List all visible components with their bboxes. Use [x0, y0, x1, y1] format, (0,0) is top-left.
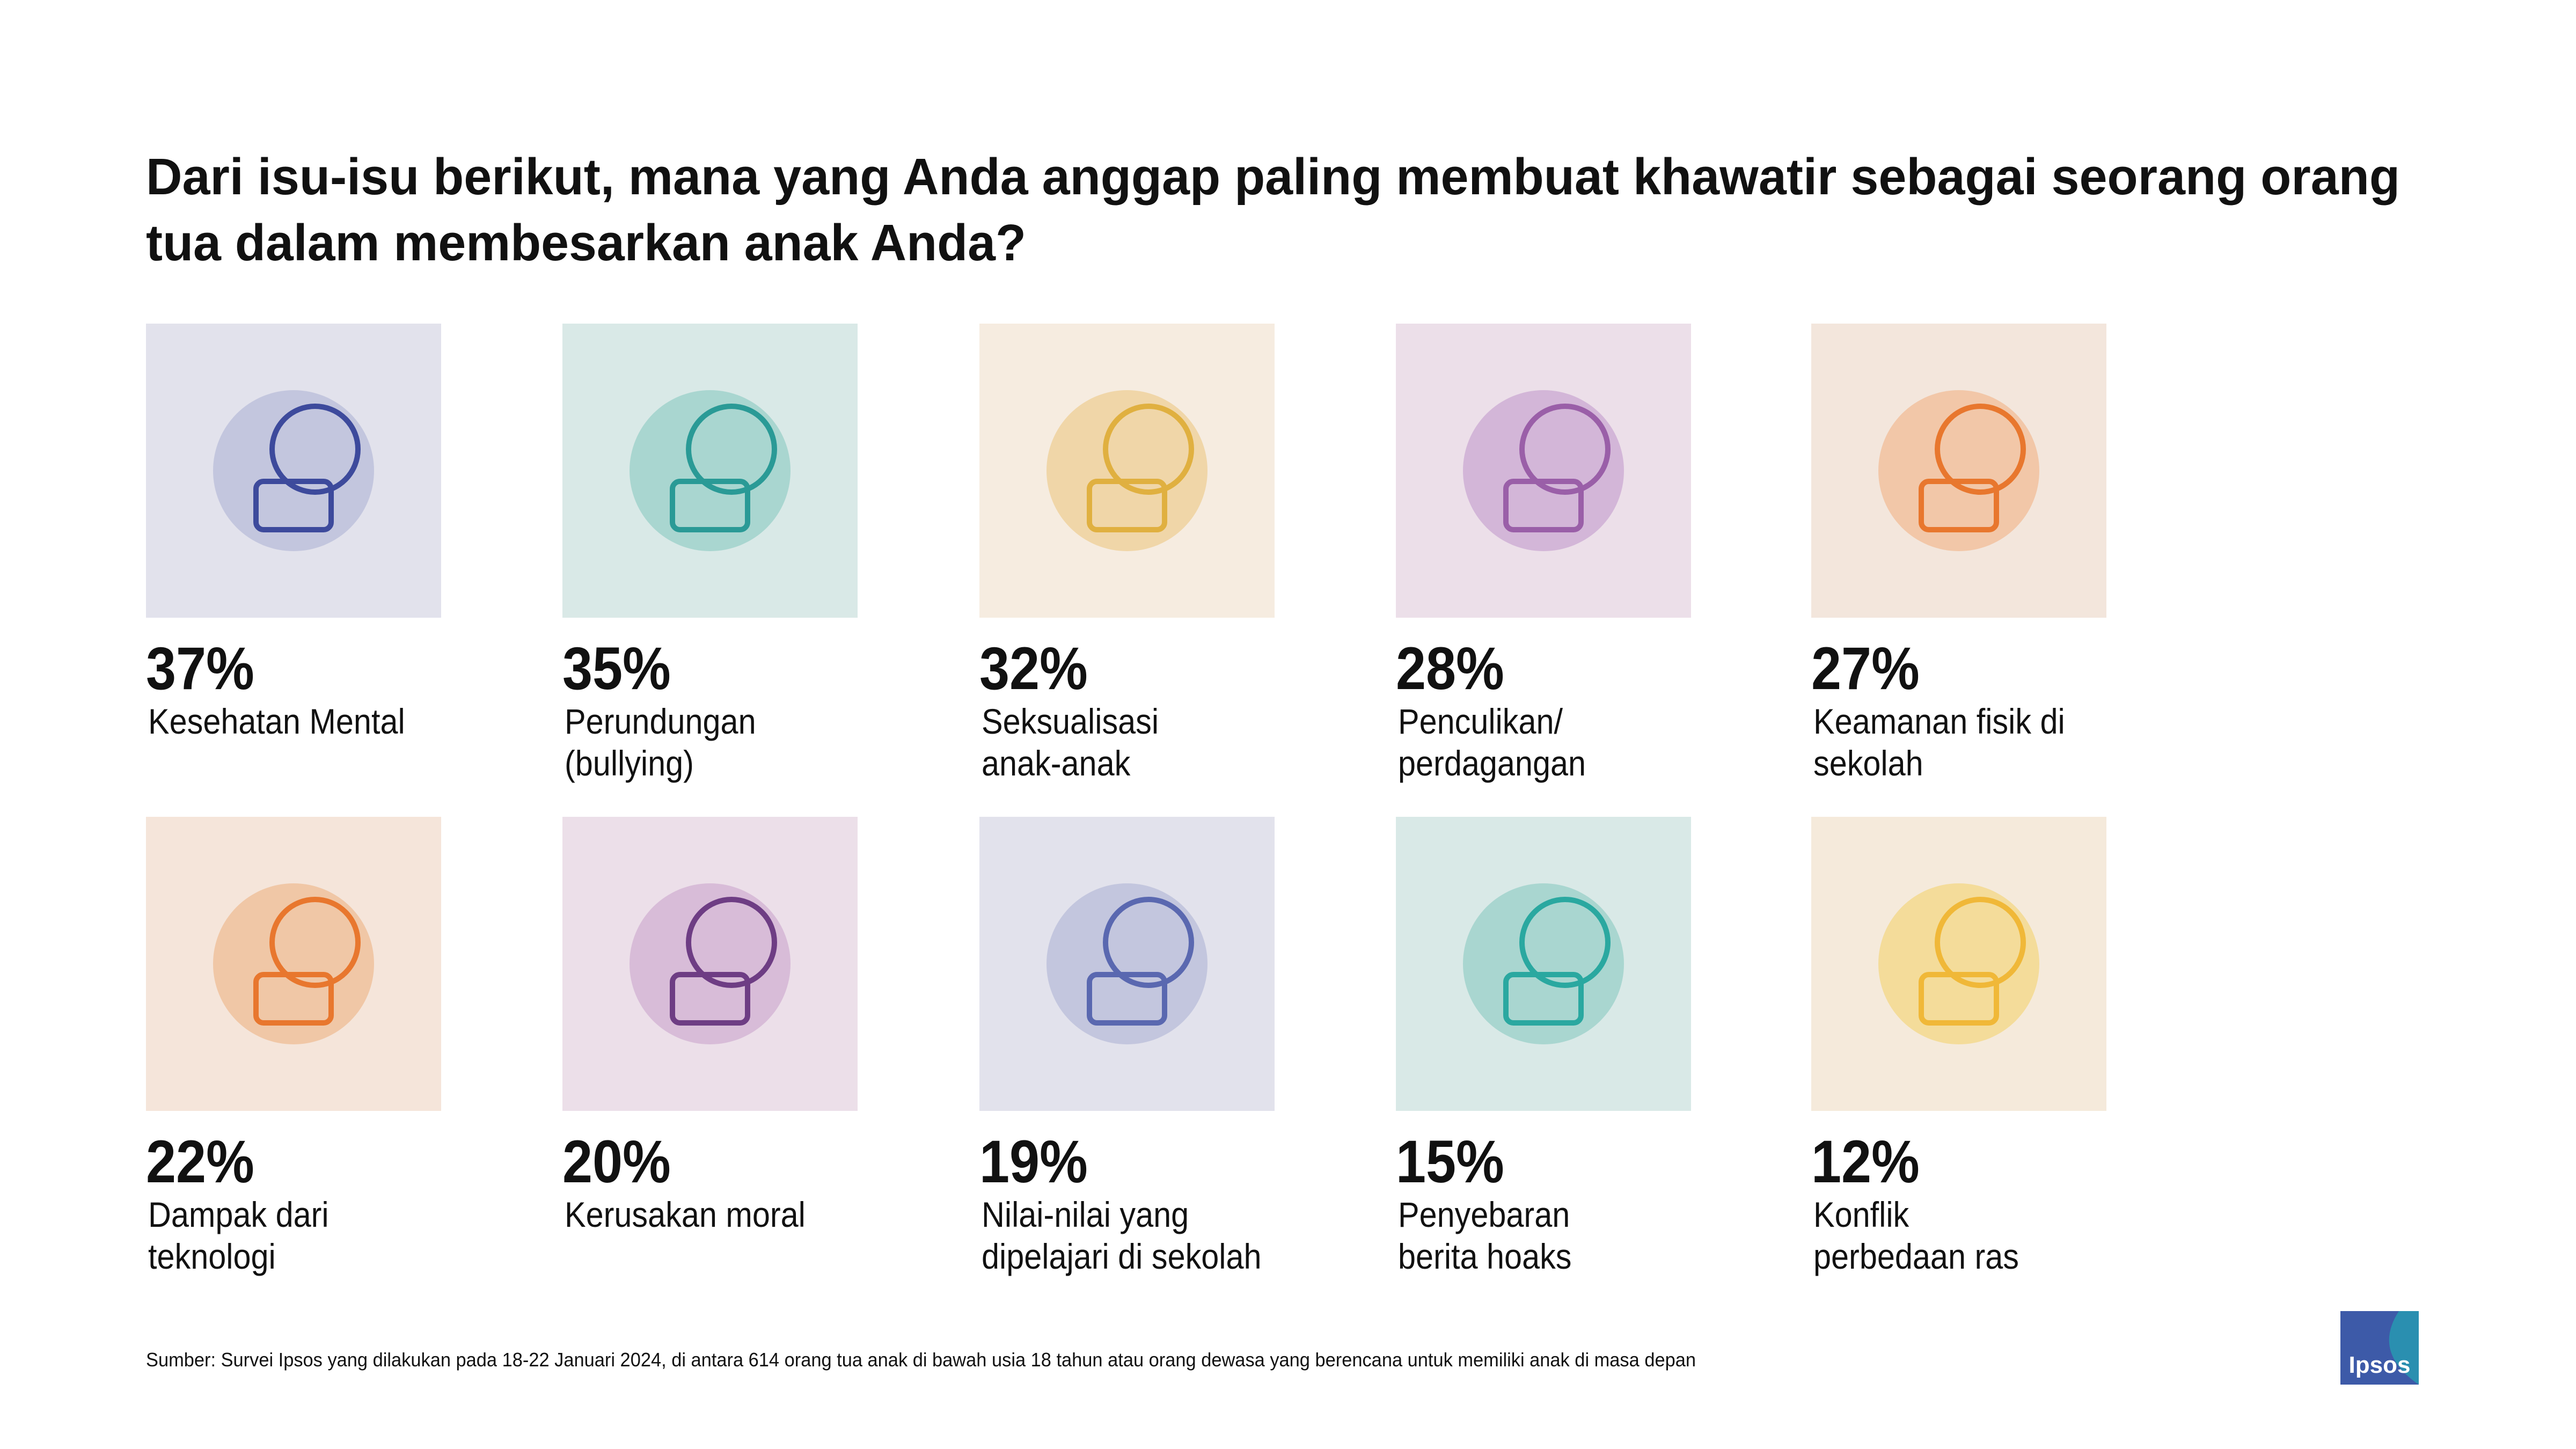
icon-outline — [253, 479, 334, 532]
title-line: Dari isu-isu berikut, mana yang Anda ang… — [146, 148, 2400, 206]
icon-outline — [253, 972, 334, 1026]
percent: 19% — [979, 1128, 1088, 1195]
percent: 37% — [146, 635, 254, 702]
icon-outline — [269, 404, 361, 495]
label: perbedaan ras — [1813, 1237, 2019, 1277]
label: Kesehatan Mental — [148, 702, 405, 742]
icon-outline — [686, 404, 777, 495]
icon-outline — [1087, 479, 1167, 532]
label: sekolah — [1813, 744, 1923, 784]
title-line: tua dalam membesarkan anak Anda? — [146, 214, 1026, 272]
icon-outline — [686, 897, 777, 988]
label: Penculikan/ — [1398, 702, 1563, 742]
percent: 27% — [1811, 635, 1920, 702]
icon-outline — [1935, 404, 2026, 495]
label: dipelajari di sekolah — [982, 1237, 1262, 1277]
icon-outline — [1519, 404, 1611, 495]
label: Nilai-nilai yang — [982, 1195, 1189, 1235]
tile: 20%Kerusakan moral — [562, 817, 858, 1235]
icon-outline — [1103, 404, 1194, 495]
percent: 22% — [146, 1128, 254, 1195]
tiles: 37%Kesehatan Mental 35%Perundungan(bullyi… — [146, 324, 2106, 1277]
icon-outline — [1503, 479, 1584, 532]
percent: 20% — [562, 1128, 671, 1195]
icon-outline — [1919, 479, 1999, 532]
label: Dampak dari — [148, 1195, 329, 1235]
tile: 37%Kesehatan Mental — [146, 324, 441, 742]
label: (bullying) — [565, 744, 694, 784]
icon-outline — [1503, 972, 1584, 1026]
label: Seksualisasi — [982, 702, 1159, 742]
icon-outline — [269, 897, 361, 988]
tile: 28%Penculikan/perdagangan — [1396, 324, 1691, 784]
source-note: Sumber: Survei Ipsos yang dilakukan pada… — [146, 1349, 1696, 1371]
icon-outline — [670, 479, 750, 532]
percent: 32% — [979, 635, 1088, 702]
label: Kerusakan moral — [565, 1195, 806, 1235]
logo: Ipsos — [2340, 1311, 2419, 1385]
label: Keamanan fisik di — [1813, 702, 2065, 742]
label: Penyebaran — [1398, 1195, 1570, 1235]
percent: 12% — [1811, 1128, 1920, 1195]
label: berita hoaks — [1398, 1237, 1571, 1277]
label: anak-anak — [982, 744, 1131, 784]
label: Konflik — [1813, 1195, 1909, 1235]
logo-shape — [2340, 1311, 2419, 1385]
icon-outline — [670, 972, 750, 1026]
percent: 35% — [562, 635, 671, 702]
logo-text: Ipsos — [2349, 1352, 2411, 1378]
icon-outline — [1103, 897, 1194, 988]
tile: 35%Perundungan(bullying) — [562, 324, 858, 784]
icon-outline — [1087, 972, 1167, 1026]
icon-outline — [1519, 897, 1611, 988]
label: perdagangan — [1398, 744, 1586, 784]
label: teknologi — [148, 1237, 276, 1277]
label: Perundungan — [565, 702, 756, 742]
icon-outline — [1935, 897, 2026, 988]
percent: 15% — [1396, 1128, 1504, 1195]
percent: 28% — [1396, 635, 1504, 702]
icon-outline — [1919, 972, 1999, 1026]
